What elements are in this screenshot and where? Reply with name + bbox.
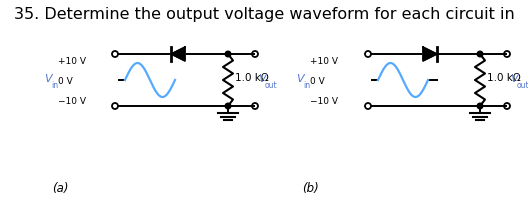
- Circle shape: [225, 52, 231, 57]
- Polygon shape: [423, 48, 437, 62]
- Text: (b): (b): [301, 182, 318, 194]
- Text: 1.0 kΩ: 1.0 kΩ: [235, 73, 269, 83]
- Text: 0 V: 0 V: [58, 76, 73, 85]
- Text: out: out: [517, 80, 528, 89]
- Text: +10 V: +10 V: [58, 56, 86, 65]
- Text: −10 V: −10 V: [310, 96, 338, 105]
- Text: 0 V: 0 V: [310, 76, 325, 85]
- Text: V: V: [44, 74, 52, 84]
- Text: V: V: [296, 74, 304, 84]
- Polygon shape: [171, 48, 185, 62]
- Text: (a): (a): [52, 182, 68, 194]
- Text: V: V: [510, 74, 517, 84]
- Circle shape: [225, 104, 231, 109]
- Text: +10 V: +10 V: [310, 56, 338, 65]
- Text: 35. Determine the output voltage waveform for each circuit in: 35. Determine the output voltage wavefor…: [14, 7, 514, 22]
- Circle shape: [477, 104, 483, 109]
- Circle shape: [477, 52, 483, 57]
- Text: in: in: [51, 80, 58, 89]
- Text: in: in: [303, 80, 310, 89]
- Text: V: V: [258, 74, 266, 84]
- Text: 1.0 kΩ: 1.0 kΩ: [487, 73, 521, 83]
- Text: −10 V: −10 V: [58, 96, 86, 105]
- Text: out: out: [265, 80, 278, 89]
